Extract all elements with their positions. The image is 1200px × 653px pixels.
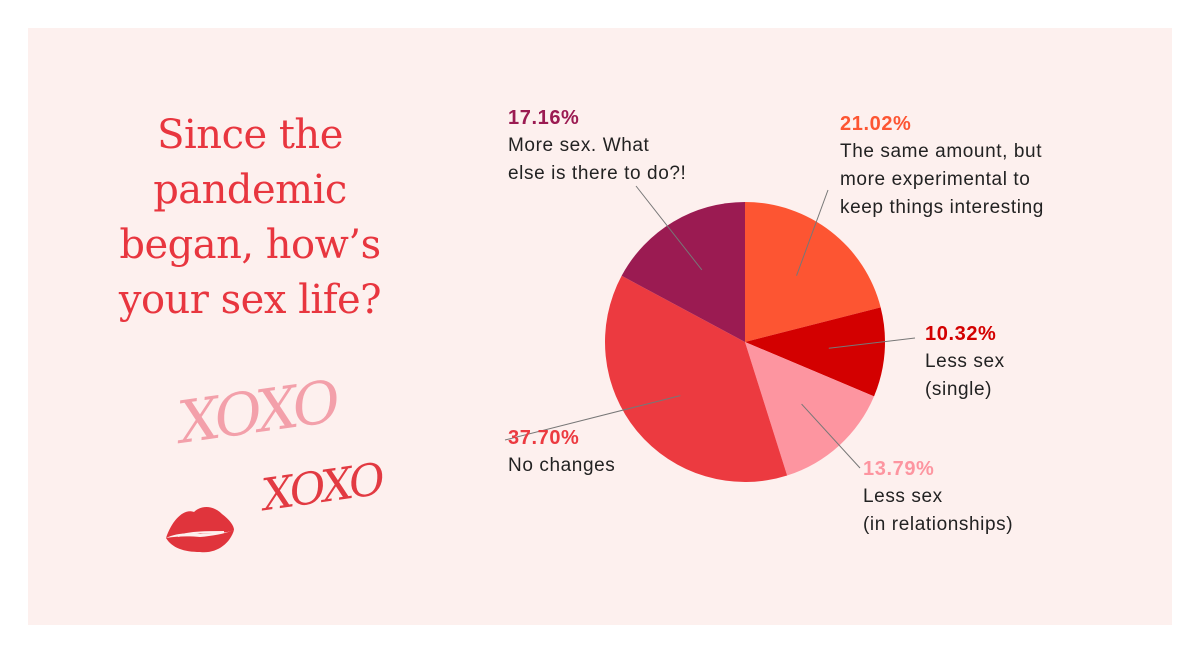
title-line: your sex life? <box>118 277 382 323</box>
percent-label: 10.32% <box>925 323 997 345</box>
category-label: The same amount, but more experimental t… <box>840 141 1044 218</box>
pie-slice-same-amount <box>745 202 881 342</box>
slice-label-same-amount: 21.02% The same amount, but more experim… <box>840 110 1044 222</box>
leader-line-more-sex <box>635 185 703 271</box>
pie-slice-less-relationships <box>745 342 875 476</box>
chart-title: Since the pandemic began, how’s your sex… <box>95 108 405 328</box>
percent-label: 37.70% <box>508 427 580 449</box>
category-label: Less sex (single) <box>925 351 1005 400</box>
percent-label: 13.79% <box>863 458 935 480</box>
pie-slice-less-single <box>745 307 885 397</box>
category-label: More sex. What else is there to do?! <box>508 135 687 184</box>
slice-label-more-sex: 17.16% More sex. What else is there to d… <box>508 104 686 188</box>
leader-line-no-changes <box>504 395 681 441</box>
leader-line-same-amount <box>796 189 829 276</box>
percent-label: 21.02% <box>840 113 912 135</box>
pie-slice-no-changes <box>605 275 788 483</box>
slice-label-no-changes: 37.70% No changes <box>508 424 615 480</box>
slice-label-less-relationships: 13.79% Less sex (in relationships) <box>863 455 1013 539</box>
leader-line-less-single <box>828 337 916 349</box>
slice-label-less-single: 10.32% Less sex (single) <box>925 320 1005 404</box>
title-line: Since the <box>157 112 343 158</box>
title-line: pandemic <box>153 167 347 213</box>
category-label: Less sex (in relationships) <box>863 486 1014 535</box>
pie-slice-more-sex <box>621 202 745 342</box>
lips-kiss-icon <box>166 507 234 553</box>
leader-line-less-relationships <box>801 403 861 469</box>
percent-label: 17.16% <box>508 107 580 129</box>
title-line: began, how’s <box>119 222 381 268</box>
category-label: No changes <box>508 455 616 476</box>
